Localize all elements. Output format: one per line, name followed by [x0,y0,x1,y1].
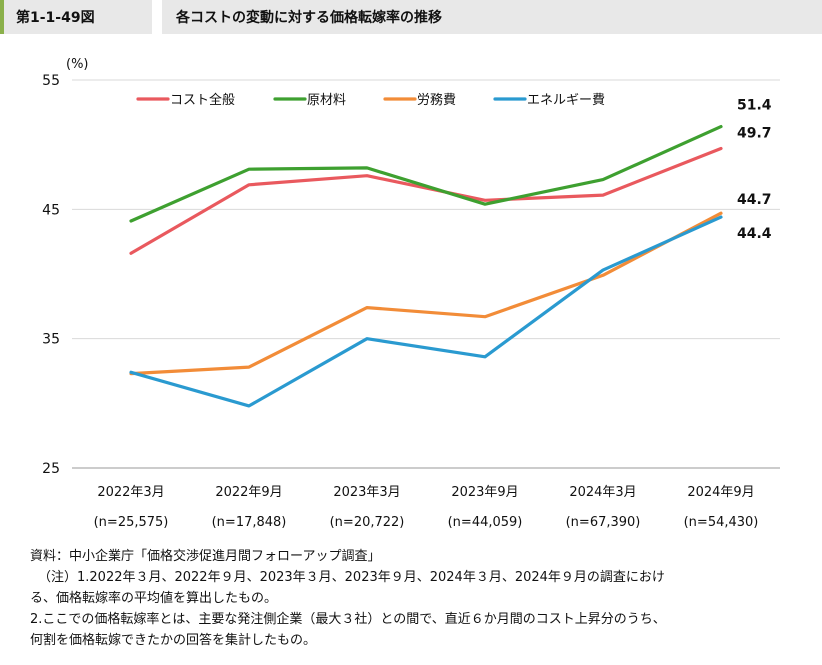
legend-label-2: 労務費 [417,93,456,108]
note-2-line-2: 何割を価格転嫁できたかの回答を集計したもの。 [30,633,317,648]
figure-title: 各コストの変動に対する価格転嫁率の推移 [176,10,442,26]
note-2-line-1: 2.ここでの価格転嫁率とは、主要な発注側企業（最大３社）との間で、直近６か月間の… [30,612,666,627]
y-tick-label-35: 35 [42,332,60,348]
x-tick-label: 2024年9月 [687,485,754,500]
legend: コスト全般 原材料 労務費 エネルギー費 [136,92,605,108]
x-tick-label: 2023年3月 [333,485,400,500]
source-note: 資料：中小企業庁「価格交渉促進月間フォローアップ調査」 [30,549,381,564]
x-sample-size-label: (n=67,390) [566,515,641,530]
x-sample-size-label: (n=25,575) [94,515,169,530]
series-line-0 [129,146,723,255]
end-value-label-0: 49.7 [737,126,772,142]
line-chart: 25 35 45 55 (%) 2022年3月 (n=25,575) 2022年9月 (n=17… [42,57,780,530]
series-line-2 [129,211,723,376]
y-tick-label-55: 55 [42,73,60,89]
x-sample-size-label: (n=20,722) [330,515,405,530]
series-line-3 [129,215,723,408]
x-tick-label: 2022年3月 [97,485,164,500]
end-value-label-3: 44.4 [737,226,772,242]
figure-id: 第1-1-49図 [16,10,95,26]
label-layer: 49.7 51.4 44.7 44.4 [737,98,772,243]
grid-layer [72,79,780,340]
x-tick-label: 2022年9月 [215,485,282,500]
legend-label-0: コスト全般 [170,92,235,108]
header-separator [152,0,162,34]
series-line-1 [129,124,723,223]
y-tick-label-25: 25 [42,461,60,477]
x-sample-size-label: (n=54,430) [684,515,759,530]
y-axis-unit-label: (%) [66,57,89,72]
series-layer [129,124,723,408]
axis-layer: 25 35 45 55 (%) 2022年3月 (n=25,575) 2022年9月 (n=17… [42,57,780,530]
x-sample-size-label: (n=44,059) [448,515,523,530]
x-tick-label: 2024年3月 [569,485,636,500]
legend-label-1: 原材料 [307,93,346,108]
end-value-label-2: 44.7 [737,192,772,208]
y-tick-label-45: 45 [42,202,60,218]
figure-header: 第1-1-49図 各コストの変動に対する価格転嫁率の推移 [0,0,822,34]
x-sample-size-label: (n=17,848) [212,515,287,530]
end-value-label-1: 51.4 [737,98,772,114]
note-1-line-2: る、価格転嫁率の平均値を算出したもの。 [30,591,278,606]
notes: 資料：中小企業庁「価格交渉促進月間フォローアップ調査」 （注）1.2022年３月… [30,546,810,651]
x-tick-label: 2023年9月 [451,485,518,500]
note-1-line-1: （注）1.2022年３月、2022年９月、2023年３月、2023年９月、202… [38,570,665,585]
legend-label-3: エネルギー費 [527,93,605,108]
